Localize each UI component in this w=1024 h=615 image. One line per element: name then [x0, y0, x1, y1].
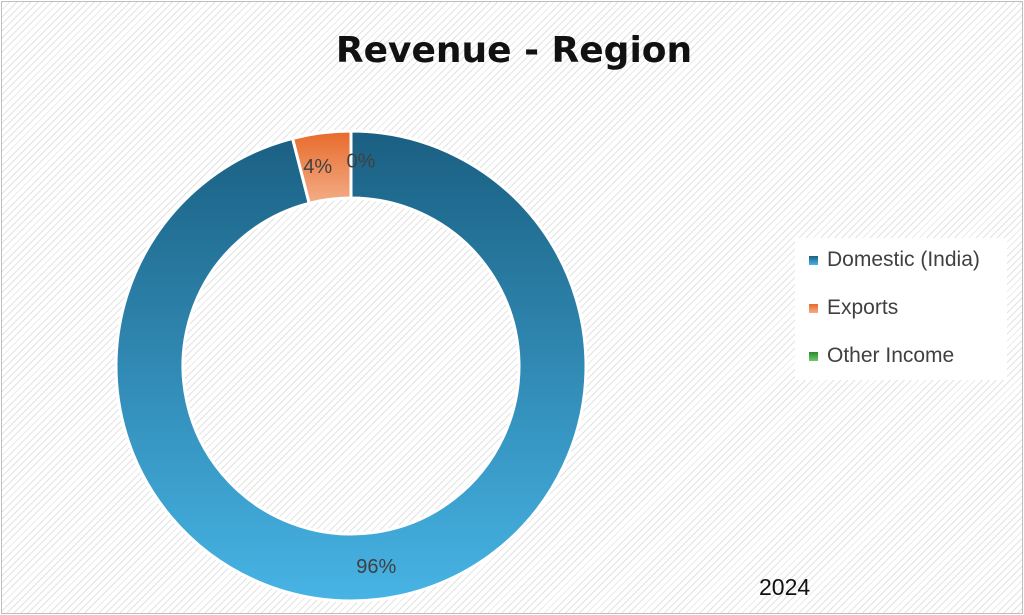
legend-label-exports: Exports: [827, 296, 899, 319]
chart-legend: Domestic (India) Exports Other Income: [795, 238, 1007, 380]
legend-swatch-domestic: [809, 255, 818, 265]
legend-swatch-exports: [809, 303, 818, 313]
data-label-other-income: 0%: [347, 151, 376, 173]
slice-domestic: [114, 129, 588, 603]
chart-title: Revenue - Region: [335, 30, 693, 71]
data-label-exports: 4%: [303, 156, 332, 178]
slice-exports: [290, 129, 353, 206]
legend-item-domestic: Domestic (India): [809, 248, 980, 272]
legend-swatch-other-income: [809, 351, 818, 361]
data-label-domestic: 96%: [356, 556, 396, 578]
legend-label-domestic: Domestic (India): [827, 248, 980, 271]
year-annotation: 2024: [759, 574, 811, 600]
legend-item-other-income: Other Income: [809, 344, 954, 368]
legend-item-exports: Exports: [809, 296, 898, 320]
legend-label-other-income: Other Income: [827, 344, 955, 367]
